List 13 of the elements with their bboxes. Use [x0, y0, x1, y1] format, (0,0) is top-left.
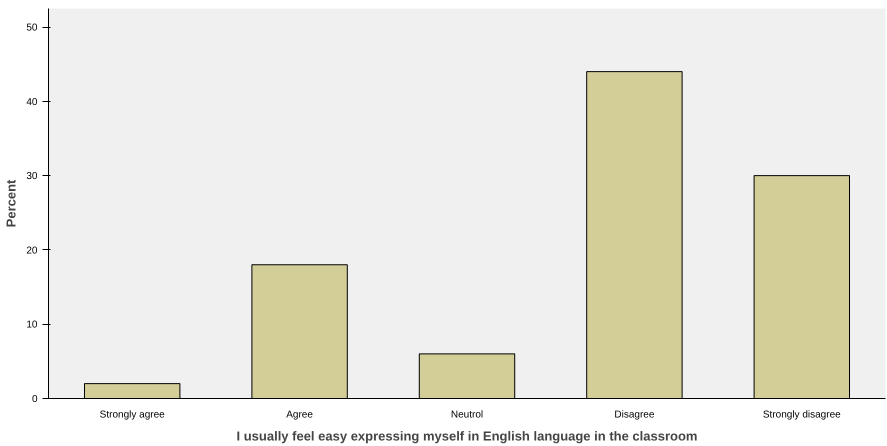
x-tick-label: Strongly disagree: [762, 410, 842, 420]
x-axis-title: I usually feel easy expressing myself in English language in the classroom: [236, 428, 698, 444]
y-tick-label: 10: [26, 320, 38, 331]
y-tick-label: 40: [26, 96, 38, 108]
x-tick-label: Neutrol: [450, 410, 484, 420]
y-tick-label: 20: [26, 245, 38, 256]
y-axis-title: Percent: [3, 178, 18, 228]
x-tick-label: Disagree: [614, 410, 655, 420]
x-tick-label: Strongly agree: [100, 410, 166, 420]
y-tick-label: 0: [32, 394, 38, 405]
y-tick-label: 50: [26, 22, 38, 34]
y-tick-label: 30: [26, 171, 38, 182]
x-tick-label: Agree: [286, 410, 314, 420]
